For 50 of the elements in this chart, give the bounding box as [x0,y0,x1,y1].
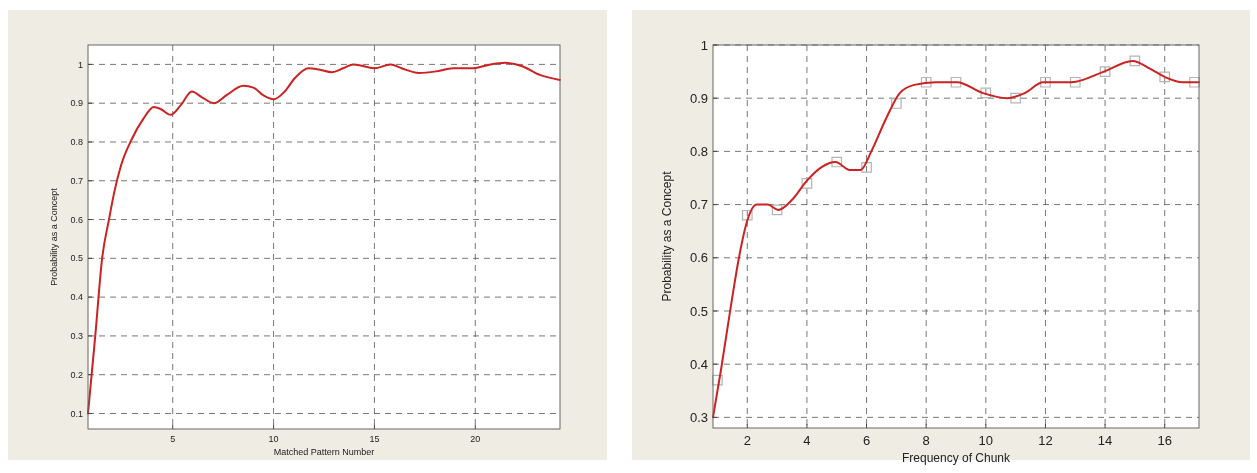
x-tick-label: 4 [803,433,811,448]
x-tick-label: 6 [862,433,871,448]
y-tick-label: 1 [700,37,708,53]
y-tick-label: 0.9 [70,98,83,109]
x-tick-label: 20 [470,434,481,444]
point [891,98,902,109]
point [801,177,813,189]
x-tick-label: 10 [268,434,279,444]
y-tick-label: 0.1 [70,408,83,419]
y-tick-label: 0.4 [689,356,708,372]
y-tick-label: 0.3 [70,331,83,342]
point [1099,66,1111,77]
point [1010,92,1021,104]
point [1159,71,1171,83]
y-axis-title: Probability as a Concept [48,187,59,286]
x-tick-label: 2 [743,433,751,448]
y-tick-label: 0.7 [70,175,83,186]
y-tick-label: 0.2 [70,369,83,380]
point [950,76,962,88]
x-tick-label: 5 [170,434,176,444]
point [741,209,753,221]
point [1040,76,1051,88]
point [980,87,992,99]
y-tick-label: 0.7 [689,197,708,213]
point [1189,76,1200,88]
x-axis-title: Frequency of Chunk [901,451,1012,465]
point [1069,76,1081,88]
x-tick-label: 12 [1038,433,1053,448]
y-tick-label: 0.9 [689,90,708,106]
y-tick-label: 0.5 [70,253,83,264]
x-tick-label: 10 [978,433,994,448]
x-axis-title: Matched Pattern Number [273,447,375,457]
x-tick-label: 8 [922,433,930,448]
x-tick-label: 16 [1157,433,1172,448]
y-tick-label: 0.8 [70,137,83,148]
y-tick-label: 1 [77,59,83,70]
y-tick-label: 0.8 [689,143,708,159]
y-tick-label: 0.6 [70,214,83,225]
point [831,156,843,168]
x-tick-label: 14 [1097,433,1113,448]
x-tick-label: 15 [369,434,380,444]
y-tick-label: 0.3 [689,409,708,425]
y-tick-label: 0.5 [689,303,708,319]
y-tick-label: 0.4 [70,292,83,303]
y-tick-label: 0.6 [689,250,708,266]
point [861,162,872,173]
point [771,204,783,216]
point [920,76,932,88]
point [1129,55,1141,67]
y-axis-title: Probability as a Concept [660,170,675,302]
